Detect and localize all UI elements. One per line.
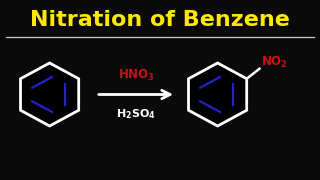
Text: Nitration of Benzene: Nitration of Benzene xyxy=(30,10,290,30)
Polygon shape xyxy=(188,63,247,126)
Polygon shape xyxy=(20,63,79,126)
Text: $\mathdefault{HNO_3}$: $\mathdefault{HNO_3}$ xyxy=(118,68,154,83)
Text: $\mathdefault{H_2SO_4}$: $\mathdefault{H_2SO_4}$ xyxy=(116,107,156,121)
Text: $\mathdefault{NO_2}$: $\mathdefault{NO_2}$ xyxy=(261,55,288,70)
